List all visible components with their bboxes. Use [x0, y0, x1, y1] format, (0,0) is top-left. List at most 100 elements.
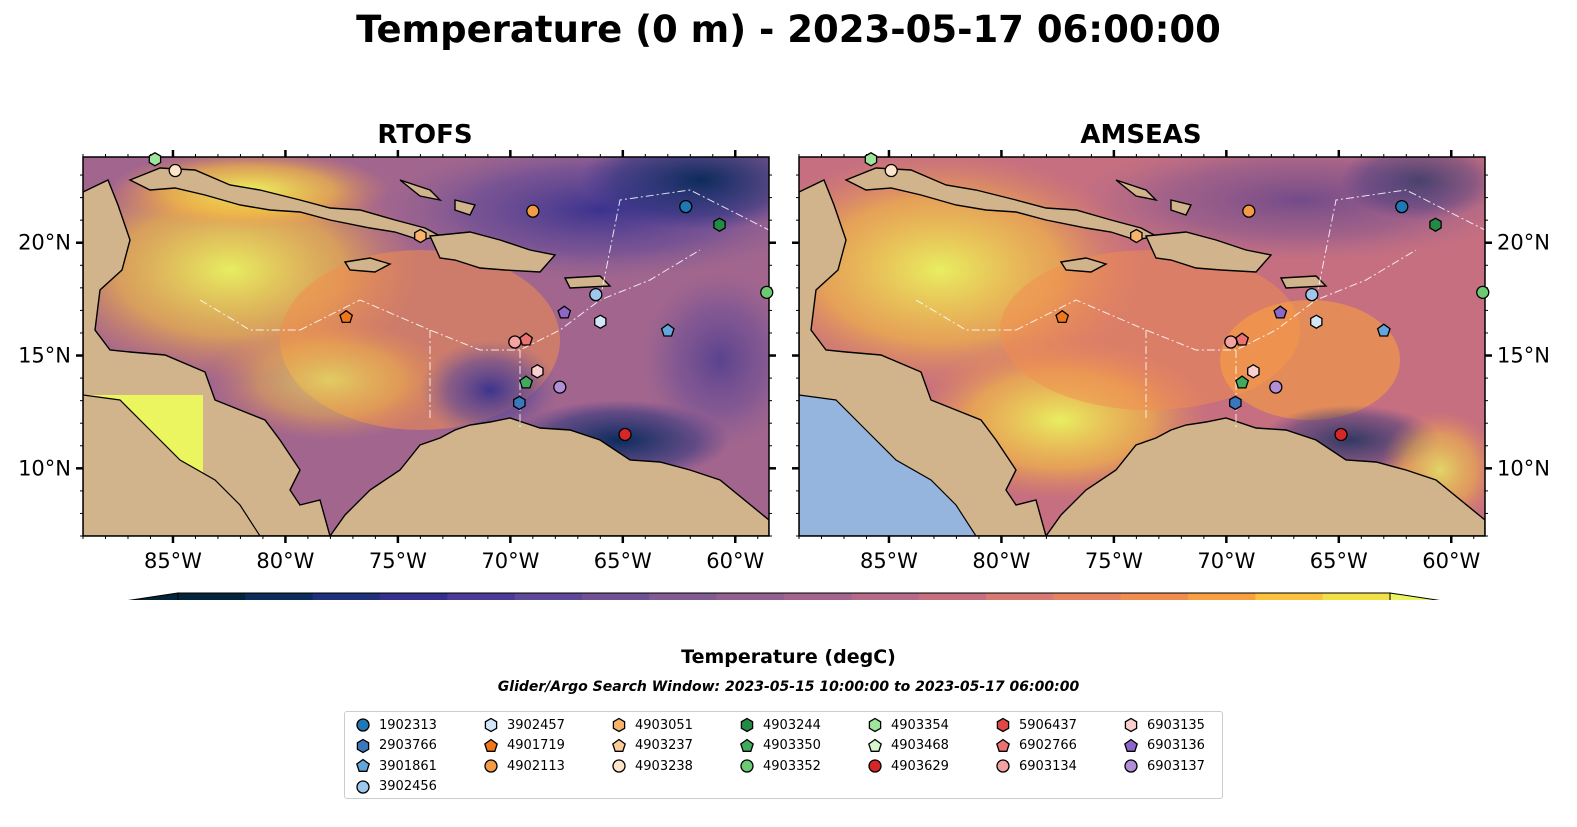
platform-marker [1235, 332, 1250, 346]
legend-marker [868, 759, 882, 773]
amseas-temperature-field [799, 157, 1485, 536]
colorbar-bin [1255, 593, 1324, 600]
legend-marker-shape [1124, 759, 1138, 773]
rtofs-frame [82, 156, 770, 537]
figure-title: Temperature (0 m) - 2023-05-17 06:00:00 [356, 8, 1221, 51]
colorbar-bin [582, 593, 650, 600]
rtofs-temperature-field [83, 157, 769, 536]
legend-label: 4903244 [763, 717, 821, 733]
colorbar-bin [1053, 593, 1122, 600]
legend-marker-shape [612, 759, 626, 773]
legend-marker-shape [356, 718, 370, 732]
legend-marker [356, 738, 370, 753]
lon-tick-label: 75°W [1085, 549, 1143, 573]
lon-tick-label: 70°W [1197, 549, 1255, 573]
legend-marker-shape [868, 738, 882, 752]
platform-marker [1334, 427, 1348, 442]
legend-marker-shape [996, 759, 1010, 773]
legend-marker-shape [996, 738, 1010, 752]
platform-marker [1269, 380, 1283, 394]
legend-marker-shape [740, 717, 754, 733]
legend-marker-shape [356, 779, 370, 794]
legend-item: 4903244 [739, 716, 821, 734]
legend-marker [612, 738, 626, 752]
legend-marker [356, 779, 370, 794]
platform-marker [1242, 204, 1256, 218]
colorbar-extend-low [127, 592, 179, 600]
colorbar-bin [447, 593, 516, 600]
map-figure: 85°W 80°W 75°W 70°W 65°W 60°W 20°N 15°N 10°N 85°W… [18, 150, 1550, 600]
colorbar-bin [716, 593, 785, 600]
lat-tick-label: 20°N [1497, 231, 1550, 255]
legend-item: 1902313 [355, 716, 437, 734]
legend-label: 4903350 [763, 738, 821, 753]
platform-marker [1235, 375, 1250, 389]
platform-marker [679, 199, 693, 214]
legend-marker-shape [356, 758, 370, 772]
legend-item: 6902766 [995, 737, 1077, 755]
legend-label: 6903135 [1147, 717, 1205, 733]
platform-marker [168, 163, 182, 178]
legend-label: 6903137 [1147, 758, 1205, 774]
platform-marker [618, 427, 632, 442]
colorbar-bin [514, 593, 583, 600]
legend-marker [1124, 759, 1138, 773]
legend-marker [868, 717, 882, 733]
platform-marker [1376, 323, 1391, 337]
lon-tick-label: 85°W [144, 549, 202, 573]
legend-marker-shape [356, 738, 370, 753]
lat-tick-label: 10°N [1497, 456, 1550, 480]
legend-item: 6903134 [995, 757, 1077, 775]
colorbar-bin [1120, 593, 1189, 600]
platform-marker [1476, 285, 1490, 300]
legend-marker [484, 717, 498, 733]
legend-label: 3902457 [507, 717, 565, 733]
legend-marker [1124, 738, 1138, 752]
platform-marker [1305, 287, 1319, 302]
legend-marker [868, 738, 882, 752]
legend-item: 2903766 [355, 737, 437, 755]
legend-label: 4902113 [507, 758, 565, 774]
platform-marker [884, 163, 898, 178]
search-window-text: Glider/Argo Search Window: 2023-05-15 10… [497, 679, 1080, 695]
axis-ticks: 85°W 80°W 75°W 70°W 65°W 60°W 20°N 15°N 10°N 85°W… [18, 150, 1550, 573]
platform-marker [1395, 199, 1409, 214]
legend-item: 6903137 [1123, 757, 1205, 775]
legend-marker [484, 738, 498, 752]
platform-legend: 1902313 2903766 3901861 3902456 3902457 49017… [344, 711, 1223, 799]
legend-marker-shape [868, 717, 882, 733]
legend-label: 4903354 [891, 717, 949, 733]
colorbar-bin [986, 593, 1054, 600]
lon-tick-label: 75°W [369, 549, 427, 573]
platform-marker [1429, 217, 1442, 232]
legend-marker-shape [740, 738, 754, 752]
legend-marker [612, 717, 626, 733]
legend-label: 2903766 [379, 738, 437, 753]
legend-marker-shape [612, 717, 626, 733]
platform-markers [148, 152, 1490, 442]
legend-marker [484, 759, 498, 773]
platform-marker [760, 285, 774, 300]
legend-label: 4903468 [891, 738, 949, 753]
lat-tick-label: 10°N [18, 456, 71, 480]
lat-tick-label: 20°N [18, 231, 71, 255]
legend-label: 4903238 [635, 758, 693, 774]
legend-item: 4903238 [611, 757, 693, 775]
legend-item: 4903354 [867, 716, 949, 734]
lon-tick-label: 65°W [1310, 549, 1368, 573]
platform-marker [513, 395, 526, 411]
legend-item: 3902456 [355, 778, 437, 796]
panel-title-amseas: AMSEAS [1080, 120, 1202, 150]
legend-marker-shape [996, 717, 1010, 733]
legend-item: 4903468 [867, 737, 949, 755]
legend-marker [740, 717, 754, 733]
colorbar-bin [649, 593, 718, 600]
legend-item: 4902113 [483, 757, 565, 775]
legend-marker [996, 738, 1010, 752]
legend-label: 4903629 [891, 758, 949, 774]
legend-item: 5906437 [995, 716, 1077, 734]
legend-marker-shape [868, 759, 882, 773]
lon-tick-label: 60°W [706, 549, 764, 573]
platform-marker [1055, 309, 1070, 324]
lon-tick-label: 65°W [594, 549, 652, 573]
